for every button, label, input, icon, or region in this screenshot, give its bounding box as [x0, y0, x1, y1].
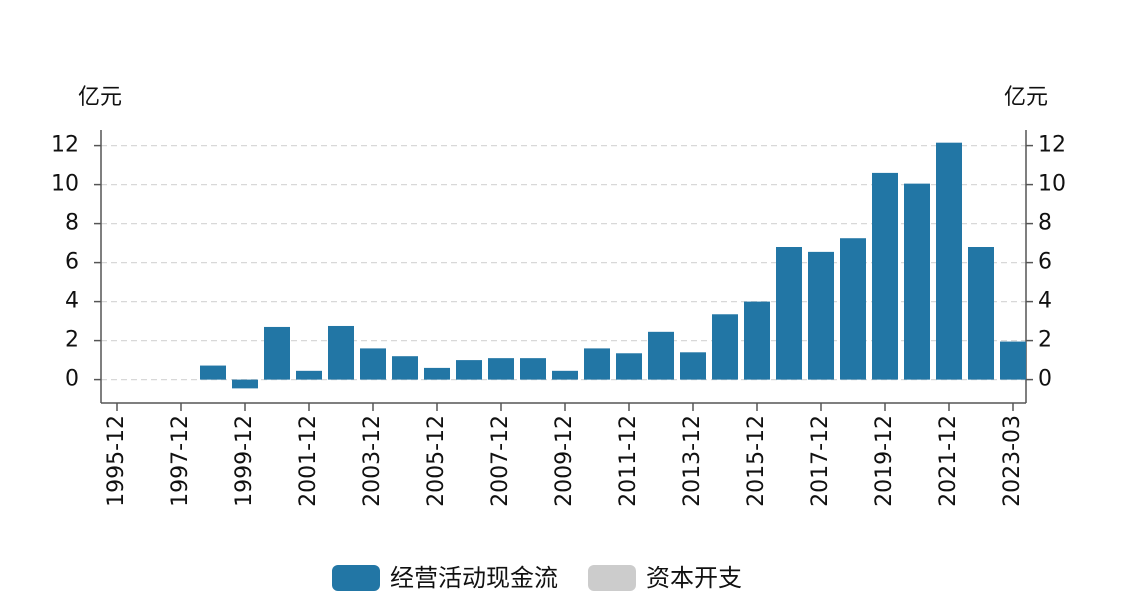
x-tick-label: 2023-03	[1000, 415, 1025, 507]
bar	[616, 353, 642, 380]
y-tick-label: 10	[51, 172, 79, 197]
y2-tick-label: 0	[1038, 367, 1052, 392]
y-tick-label: 4	[65, 289, 79, 314]
bar	[776, 247, 802, 380]
bar	[584, 348, 610, 380]
bar	[680, 352, 706, 380]
bar	[296, 370, 322, 380]
y2-tick-label: 2	[1038, 328, 1052, 353]
y2-axis-label: 亿元	[1004, 85, 1048, 110]
x-tick-label: 2009-12	[552, 415, 577, 507]
legend-inactive-swatch	[588, 565, 636, 591]
x-tick-label: 2005-12	[424, 415, 449, 507]
bar	[328, 325, 354, 380]
legend-label: 经营活动现金流	[390, 564, 558, 592]
x-tick-label: 2013-12	[680, 415, 705, 507]
bar	[808, 251, 834, 380]
x-tick-label: 1995-12	[104, 415, 129, 507]
bar	[712, 314, 738, 380]
x-tick-label: 2001-12	[296, 415, 321, 507]
x-tick-label: 2015-12	[744, 415, 769, 507]
bar	[232, 379, 258, 389]
bar	[264, 326, 290, 380]
y2-tick-label: 4	[1038, 289, 1052, 314]
bar	[424, 367, 450, 380]
y-tick-label: 12	[51, 133, 79, 158]
bar	[904, 183, 930, 380]
x-tick-label: 1999-12	[232, 415, 257, 507]
y-tick-label: 0	[65, 367, 79, 392]
y-tick-label: 2	[65, 328, 79, 353]
x-tick-label: 2011-12	[616, 415, 641, 507]
bar	[1000, 341, 1026, 380]
bar	[488, 358, 514, 380]
bar	[648, 331, 674, 380]
x-tick-label: 2021-12	[936, 415, 961, 507]
y2-tick-label: 6	[1038, 250, 1052, 275]
bar	[936, 142, 962, 380]
y-tick-label: 6	[65, 250, 79, 275]
legend-swatch	[332, 565, 380, 591]
bar	[744, 301, 770, 380]
y2-tick-label: 8	[1038, 211, 1052, 236]
y2-tick-label: 10	[1038, 172, 1066, 197]
bar	[840, 238, 866, 380]
x-tick-label: 2017-12	[808, 415, 833, 507]
bar	[200, 365, 226, 380]
bar	[456, 360, 482, 380]
x-tick-label: 2007-12	[488, 415, 513, 507]
legend-inactive-label: 资本开支	[646, 564, 742, 592]
x-tick-label: 2019-12	[872, 415, 897, 507]
y2-tick-label: 12	[1038, 133, 1066, 158]
bar	[360, 348, 386, 380]
bar	[392, 356, 418, 380]
bar	[872, 172, 898, 380]
bar	[968, 247, 994, 380]
bar	[552, 370, 578, 380]
bar	[520, 358, 546, 380]
x-tick-label: 1997-12	[168, 415, 193, 507]
x-tick-label: 2003-12	[360, 415, 385, 507]
y-tick-label: 8	[65, 211, 79, 236]
y-axis-label: 亿元	[78, 85, 122, 110]
